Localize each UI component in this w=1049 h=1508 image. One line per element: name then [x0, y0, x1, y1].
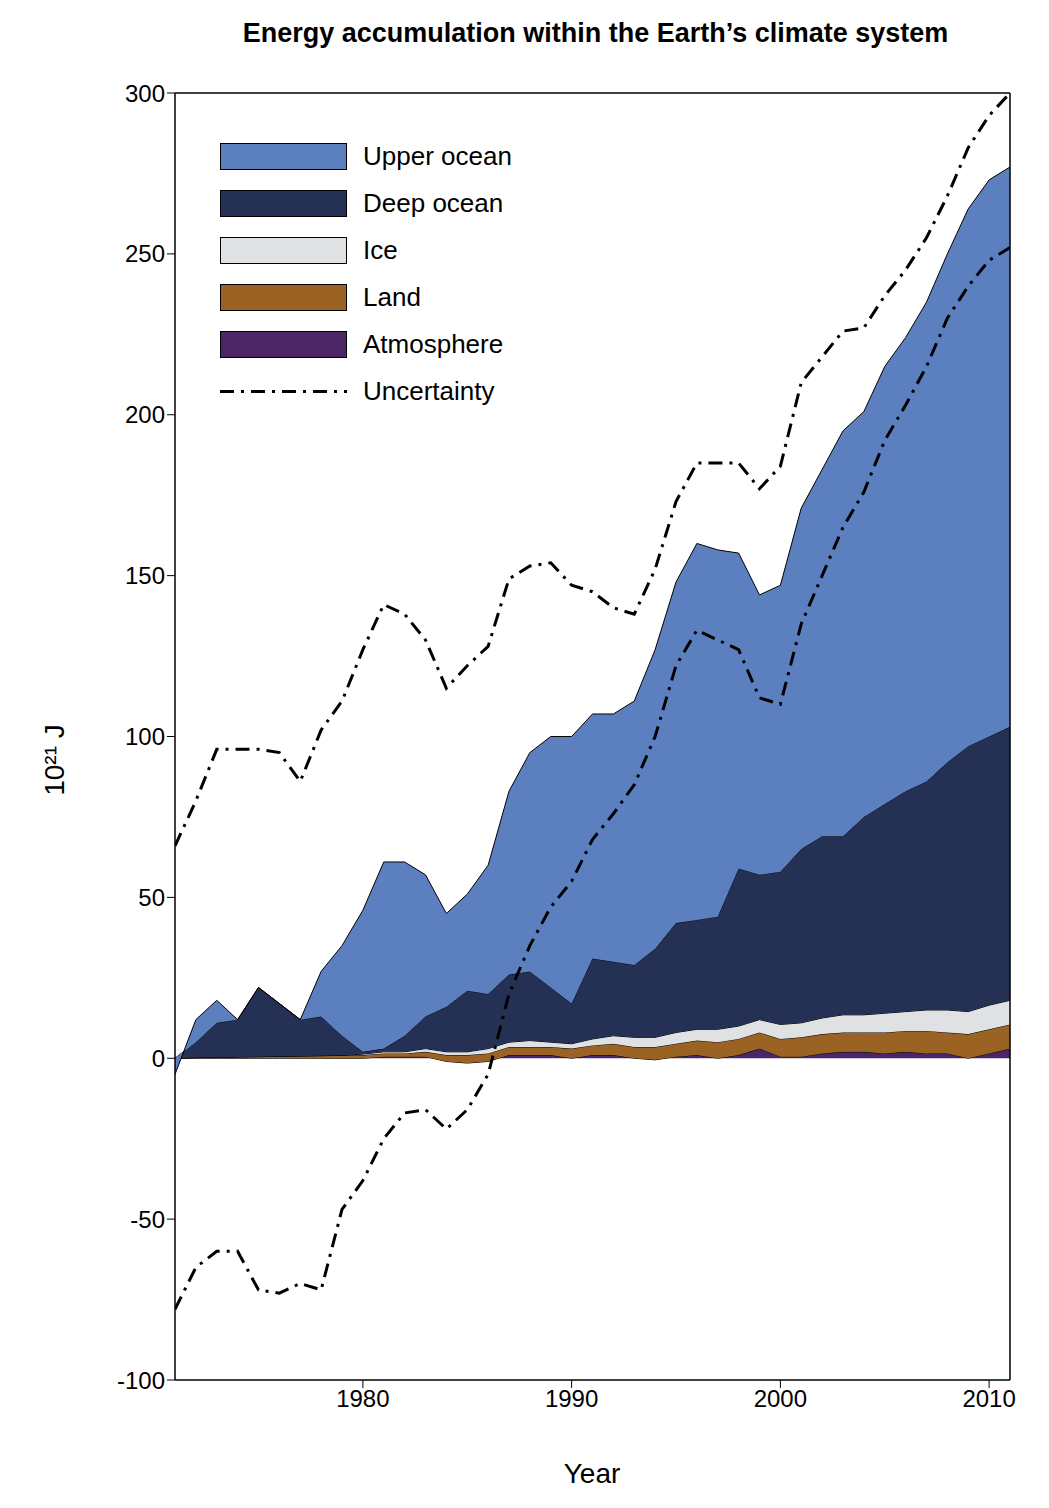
svg-text:-50: -50 [130, 1206, 165, 1233]
html-text:Uncertainty: Uncertainty [363, 376, 495, 406]
svg-text:50: 50 [138, 884, 165, 911]
svg-text:1990: 1990 [545, 1385, 598, 1412]
html-text:Atmosphere: Atmosphere [363, 329, 504, 359]
html-text:Year: Year [563, 1458, 621, 1489]
svg-text:0: 0 [152, 1045, 165, 1072]
svg-text:1980: 1980 [336, 1385, 389, 1412]
svg-text:2010: 2010 [962, 1385, 1015, 1412]
svg-text:200: 200 [125, 401, 165, 428]
svg-text:250: 250 [125, 240, 165, 267]
svg-text:-100: -100 [117, 1367, 165, 1394]
html-text:Upper ocean: Upper ocean [363, 141, 512, 171]
svg-text:2000: 2000 [754, 1385, 807, 1412]
html-text:Land: Land [363, 282, 421, 312]
svg-text:150: 150 [125, 562, 165, 589]
html-text:10²¹ J: 10²¹ J [39, 724, 70, 796]
html-text:Deep ocean: Deep ocean [363, 188, 504, 218]
html-text:Energy accumulation within the: Energy accumulation within the Earth’s c… [242, 18, 949, 48]
svg-text:300: 300 [125, 80, 165, 107]
svg-text:100: 100 [125, 723, 165, 750]
html-text:Ice: Ice [363, 235, 398, 265]
